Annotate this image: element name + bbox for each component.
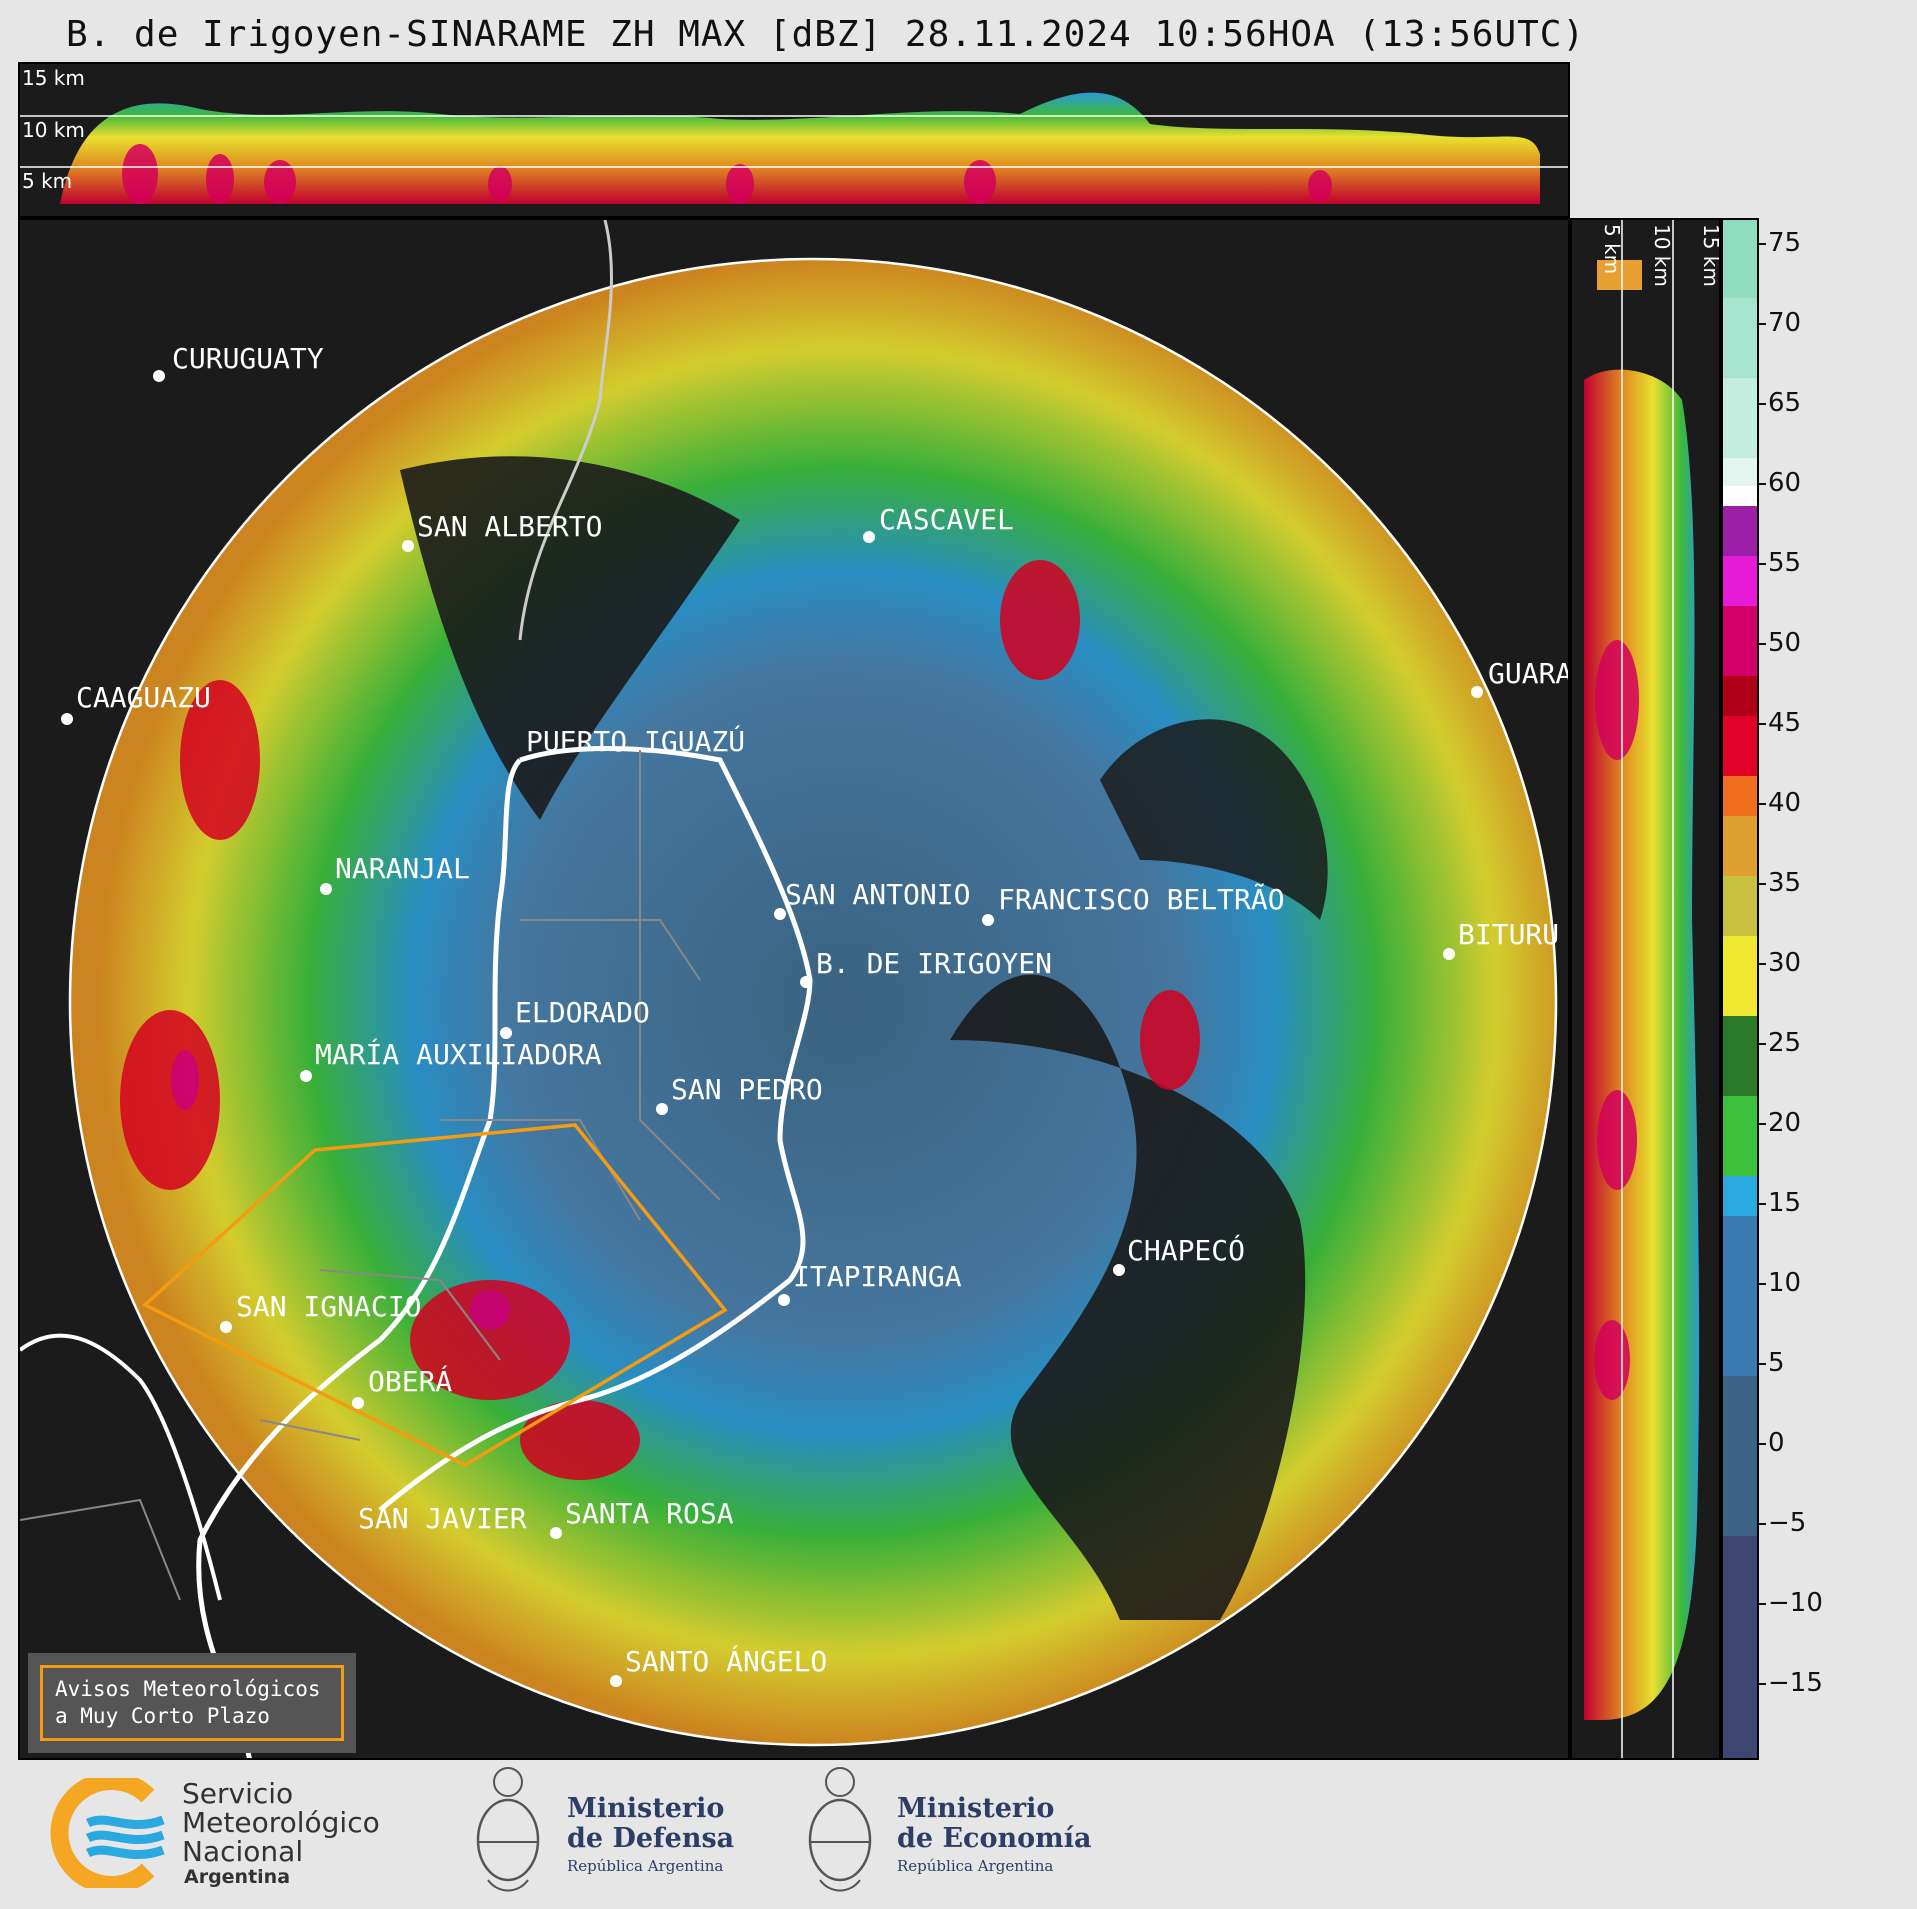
colorbar-tick: 60 bbox=[1768, 468, 1802, 498]
side-height-label-5: 5 km bbox=[1600, 224, 1624, 275]
chart-title: B. de Irigoyen-SINARAME ZH MAX [dBZ] 28.… bbox=[66, 14, 1586, 55]
city-label: SAN JAVIER bbox=[358, 1502, 527, 1535]
radar-map[interactable]: CURUGUATY SAN ALBERTO CASCAVEL CAAGUAZU … bbox=[18, 218, 1570, 1760]
city-label: NARANJAL bbox=[335, 852, 470, 885]
side-vertical-profile: 5 km 10 km 15 km bbox=[1570, 218, 1721, 1760]
colorbar-tick: 15 bbox=[1768, 1188, 1802, 1218]
smn-line-4: Argentina bbox=[184, 1866, 291, 1888]
colorbar-tick: 10 bbox=[1768, 1268, 1802, 1298]
city-label: SANTA ROSA bbox=[565, 1497, 734, 1530]
colorbar-tick: 25 bbox=[1768, 1028, 1802, 1058]
colorbar-tick: 75 bbox=[1768, 228, 1802, 258]
city-label: SAN IGNACIO bbox=[236, 1290, 422, 1323]
city-label: SAN ANTONIO bbox=[785, 878, 971, 911]
city-label: OBERÁ bbox=[368, 1365, 453, 1398]
city-label: PUERTO IGUAZÚ bbox=[526, 725, 746, 758]
colorbar-tick: 5 bbox=[1768, 1348, 1785, 1378]
economia-line-3: República Argentina bbox=[897, 1857, 1054, 1875]
colorbar-tick: 70 bbox=[1768, 308, 1802, 338]
economia-line-2: de Economía bbox=[897, 1823, 1092, 1854]
city-label: B. DE IRIGOYEN bbox=[816, 947, 1053, 980]
smn-logo-icon bbox=[50, 1778, 165, 1888]
city-label: GUARA bbox=[1488, 657, 1570, 690]
colorbar-tick: 20 bbox=[1768, 1108, 1802, 1138]
radar-map-svg bbox=[20, 220, 1558, 1758]
colorbar-tick: −15 bbox=[1768, 1668, 1823, 1698]
legend-line-2: a Muy Corto Plazo bbox=[55, 1704, 270, 1728]
colorbar-svg bbox=[1723, 220, 1757, 1758]
top-height-label-10: 10 km bbox=[22, 118, 85, 142]
city-label: CASCAVEL bbox=[879, 503, 1014, 536]
colorbar-tick: 50 bbox=[1768, 628, 1802, 658]
city-label: FRANCISCO BELTRÃO bbox=[998, 883, 1285, 916]
city-label: CAAGUAZU bbox=[76, 681, 211, 714]
city-label: CURUGUATY bbox=[172, 342, 324, 375]
warning-legend: Avisos Meteorológicos a Muy Corto Plazo bbox=[28, 1653, 356, 1753]
colorbar-tick: 30 bbox=[1768, 948, 1802, 978]
city-label: SAN ALBERTO bbox=[417, 510, 603, 543]
defensa-line-3: República Argentina bbox=[567, 1857, 724, 1875]
defensa-line-2: de Defensa bbox=[567, 1823, 735, 1854]
side-height-label-15: 15 km bbox=[1699, 224, 1721, 287]
colorbar-tick: −10 bbox=[1768, 1588, 1823, 1618]
top-height-label-5: 5 km bbox=[22, 169, 73, 193]
colorbar-tick: 45 bbox=[1768, 708, 1802, 738]
economia-line-1: Ministerio bbox=[897, 1793, 1055, 1824]
colorbar-tick: 40 bbox=[1768, 788, 1802, 818]
defensa-line-1: Ministerio bbox=[567, 1793, 725, 1824]
top-vertical-profile: 15 km 10 km 5 km bbox=[18, 62, 1570, 218]
side-height-label-10: 10 km bbox=[1650, 224, 1674, 287]
smn-line-2: Meteorológico bbox=[182, 1806, 380, 1839]
city-label: ELDORADO bbox=[515, 996, 650, 1029]
city-label: MARÍA AUXILIADORA bbox=[315, 1038, 602, 1071]
side-profile-svg bbox=[1584, 220, 1700, 1758]
city-label: SANTO ÁNGELO bbox=[625, 1645, 828, 1678]
colorbar-tick: 55 bbox=[1768, 548, 1802, 578]
city-label: CHAPECÓ bbox=[1127, 1234, 1246, 1267]
coat-of-arms-icon bbox=[476, 1767, 540, 1892]
city-label: SAN PEDRO bbox=[671, 1073, 823, 1106]
city-label: BITURU bbox=[1458, 918, 1560, 951]
legend-line-1: Avisos Meteorológicos bbox=[55, 1677, 321, 1701]
colorbar-tick: 65 bbox=[1768, 388, 1802, 418]
top-profile-svg bbox=[20, 92, 1568, 204]
smn-line-3: Nacional bbox=[182, 1835, 304, 1868]
colorbar-tick: −5 bbox=[1768, 1508, 1807, 1538]
colorbar-tick: 0 bbox=[1768, 1428, 1785, 1458]
dbz-colorbar bbox=[1721, 218, 1759, 1760]
coat-of-arms-icon bbox=[808, 1767, 872, 1892]
top-height-label-15: 15 km bbox=[22, 66, 85, 90]
smn-line-1: Servicio bbox=[182, 1777, 294, 1810]
city-label: ITAPIRANGA bbox=[793, 1260, 962, 1293]
colorbar-tick: 35 bbox=[1768, 868, 1802, 898]
